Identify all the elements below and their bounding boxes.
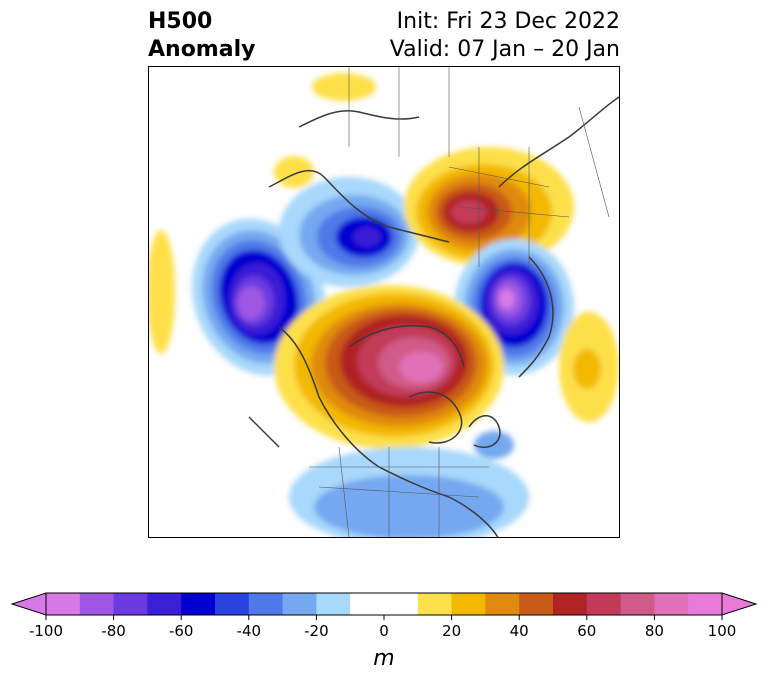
colorbar-segment — [147, 593, 182, 615]
colorbar-segment — [282, 593, 317, 615]
colorbar-tick-label: 0 — [379, 622, 389, 640]
borders — [309, 67, 610, 537]
colorbar: -100 -80 -60 -40 -20 0 20 40 60 80 100 — [10, 592, 758, 640]
colorbar-tick-label: -80 — [101, 622, 126, 640]
valid-range: Valid: 07 Jan – 20 Jan — [389, 37, 620, 62]
chart-title-right: Init: Fri 23 Dec 2022 Valid: 07 Jan – 20… — [390, 8, 620, 64]
colorbar-unit: m — [373, 646, 395, 671]
colorbar-segment — [417, 593, 453, 615]
colorbar-segment — [586, 593, 622, 615]
colorbar-segment — [451, 593, 486, 615]
colorbar-tick-label: -40 — [237, 622, 262, 640]
colorbar-segment — [654, 593, 689, 615]
colorbar-segment — [248, 593, 284, 615]
map-svg — [149, 67, 619, 537]
colorbar-segment — [46, 593, 81, 615]
title-line-2: Anomaly — [148, 37, 256, 62]
colorbar-tick-label: 60 — [577, 622, 596, 640]
colorbar-ticks: -100 -80 -60 -40 -20 0 20 40 60 80 100 — [29, 615, 736, 640]
colorbar-segments — [10, 592, 758, 616]
colorbar-segment — [519, 593, 554, 615]
colorbar-segment — [688, 593, 723, 615]
colorbar-extend-min — [10, 592, 47, 616]
colorbar-tick-label: 100 — [708, 622, 737, 640]
colorbar-segment — [215, 593, 250, 615]
title-line-1: H500 — [148, 9, 213, 34]
colorbar-segment — [485, 593, 520, 615]
colorbar-tick-label: 40 — [510, 622, 529, 640]
coastlines — [248, 96, 619, 537]
colorbar-segment — [620, 593, 655, 615]
colorbar-segment — [384, 593, 419, 615]
colorbar-segment — [113, 593, 148, 615]
colorbar-extend-max — [721, 592, 758, 616]
colorbar-tick-label: -20 — [304, 622, 329, 640]
chart-title-left: H500 Anomaly — [148, 8, 255, 64]
colorbar-segment — [79, 593, 115, 615]
colorbar-segment — [553, 593, 588, 615]
colorbar-tick-label: 20 — [442, 622, 461, 640]
colorbar-segment — [316, 593, 351, 615]
colorbar-tick-label: 80 — [645, 622, 664, 640]
colorbar-segment — [350, 593, 385, 615]
colorbar-tick-label: -100 — [29, 622, 63, 640]
anomaly-map — [148, 66, 620, 538]
colorbar-segment — [181, 593, 216, 615]
init-date: Init: Fri 23 Dec 2022 — [396, 9, 620, 34]
colorbar-tick-label: -60 — [169, 622, 194, 640]
